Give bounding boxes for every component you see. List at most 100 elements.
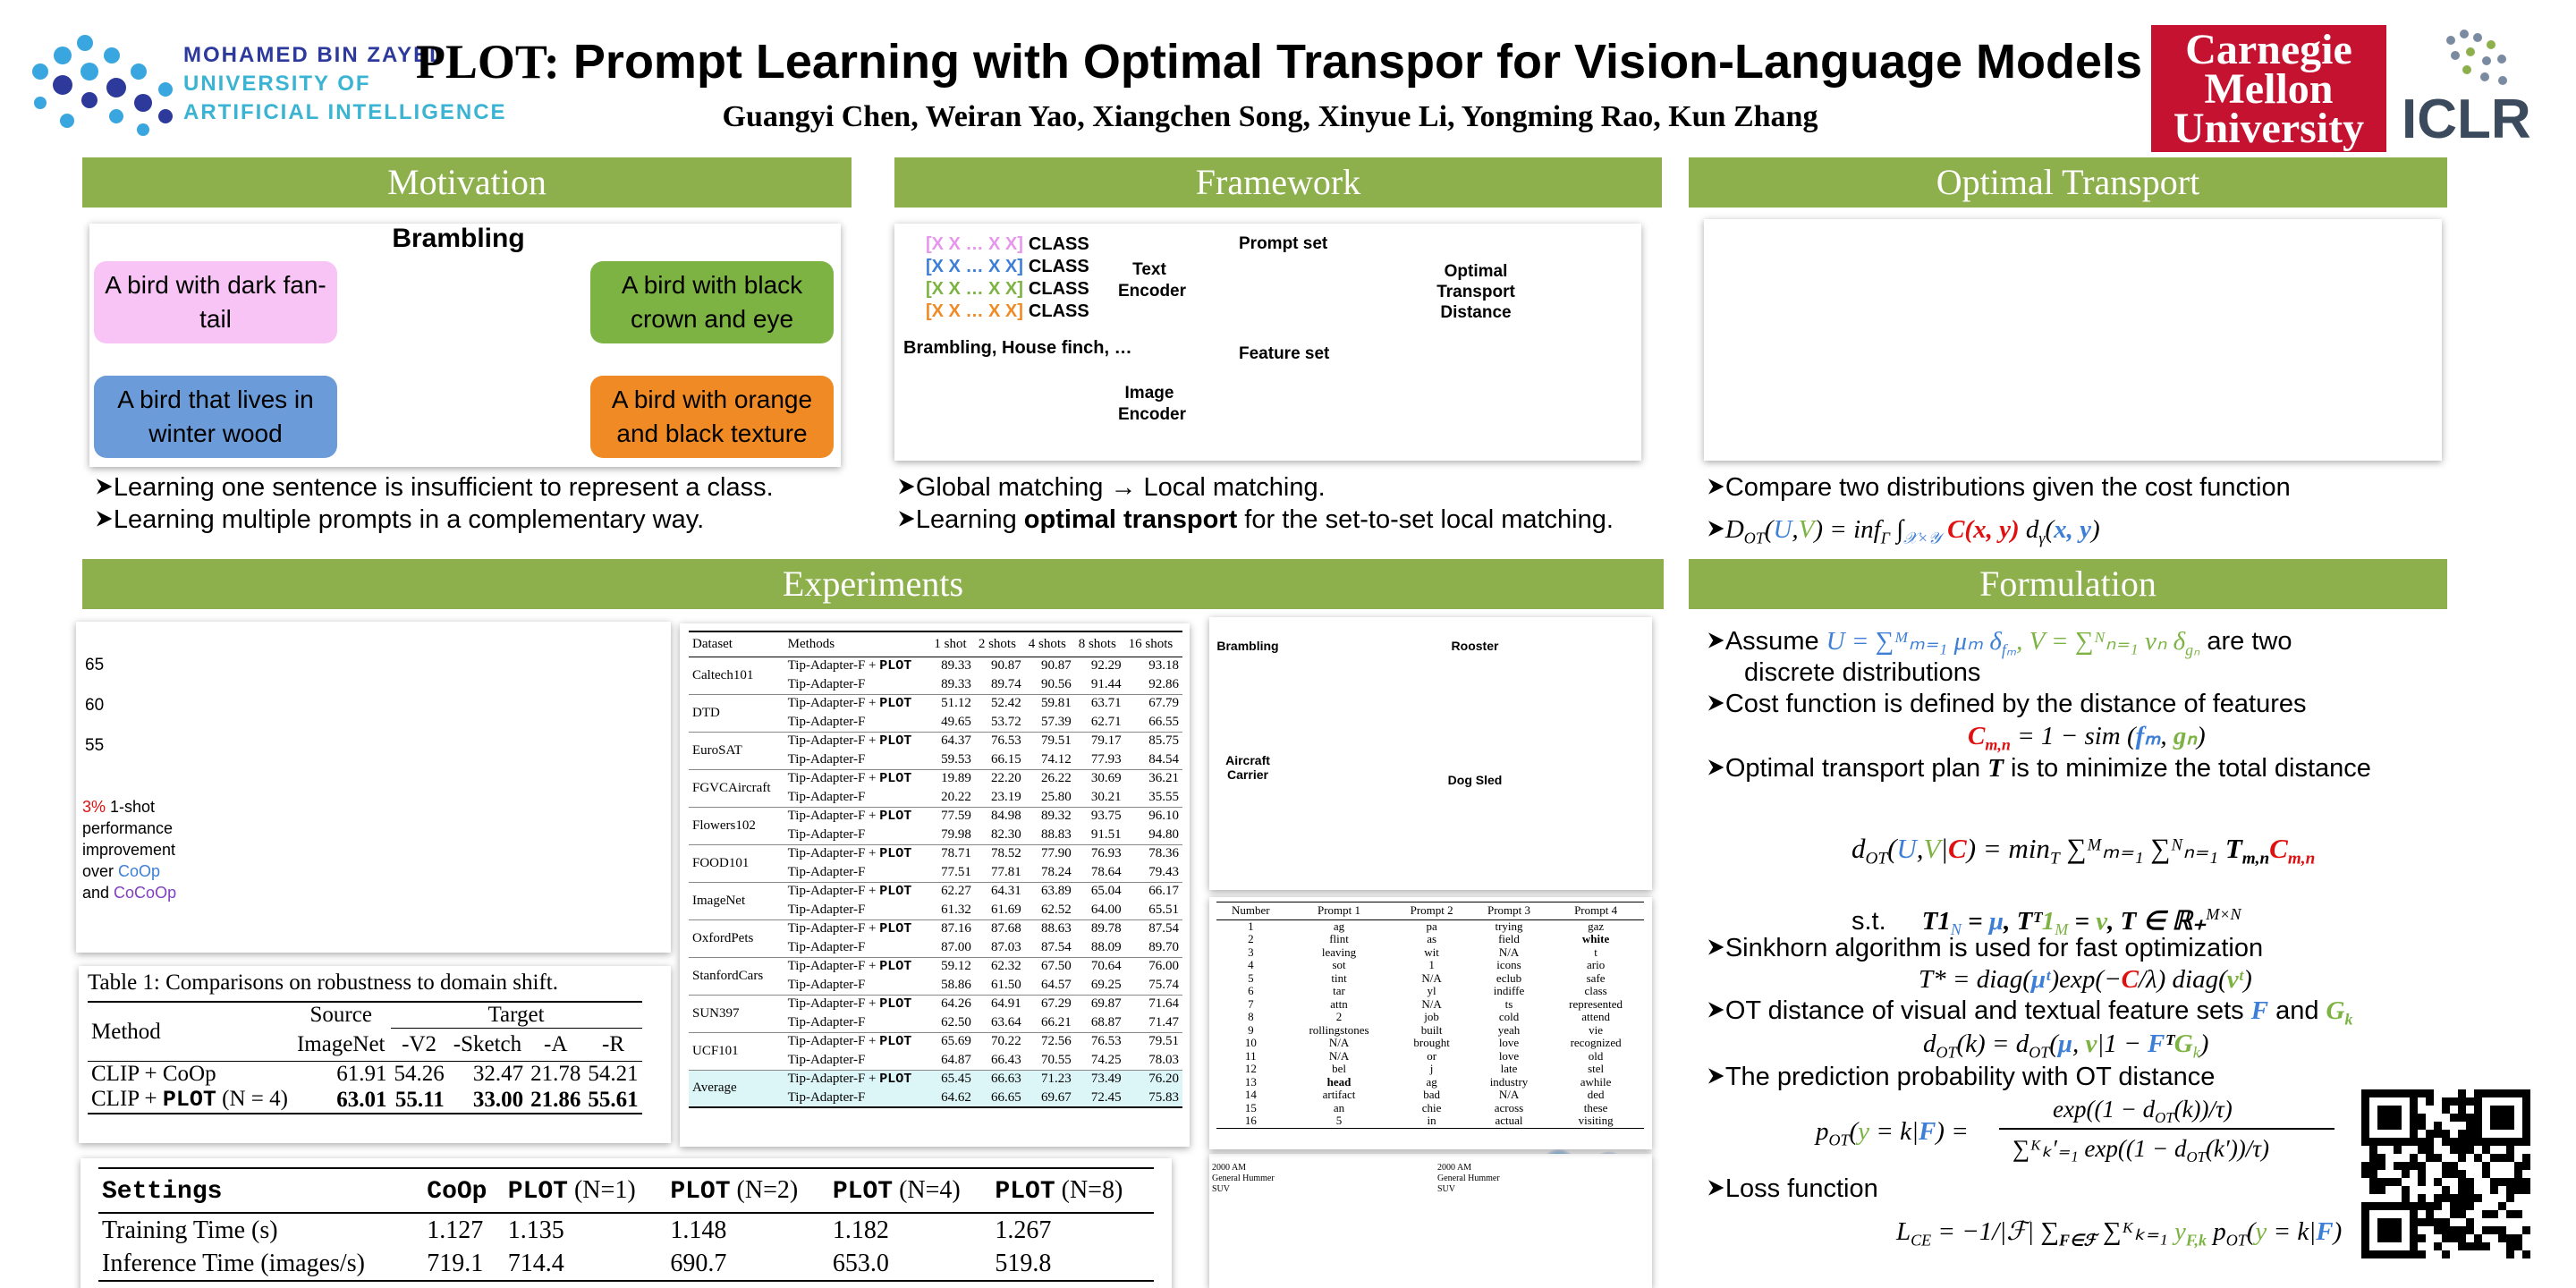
text-part: Tip-Adapter-F [787, 789, 866, 804]
text-part: 𝒳×𝒴 [1903, 529, 1941, 547]
qr-module [2361, 1106, 2369, 1114]
cell: 719.1 [427, 1249, 484, 1277]
prompt-tokens: [X X … X X] [926, 234, 1023, 254]
cell: eclub [1496, 970, 1522, 985]
qr-module [2498, 1114, 2506, 1122]
method: Tip-Adapter-F + PLOT [784, 694, 931, 713]
cell: 66.43 [991, 1052, 1021, 1067]
qr-module [2426, 1210, 2434, 1218]
cell: 88.09 [1090, 939, 1122, 954]
cell: love [1498, 1048, 1520, 1063]
qr-module [2506, 1114, 2514, 1122]
qr-module [2450, 1234, 2458, 1242]
qr-module [2418, 1114, 2426, 1122]
bullet-text: Sinkhorn algorithm is used for fast opti… [1725, 933, 2263, 964]
qr-module [2410, 1089, 2418, 1097]
dataset: Flowers102 [692, 818, 756, 833]
qr-module [2369, 1162, 2377, 1170]
qr-module [2514, 1089, 2522, 1097]
method: Tip-Adapter-F [784, 826, 931, 844]
cell: icons [1496, 958, 1521, 971]
qr-module [2377, 1162, 2385, 1170]
text-part: PLOT [832, 1177, 894, 1206]
qr-module [2482, 1170, 2490, 1178]
text-part: CE [1911, 1231, 1932, 1250]
method: Tip-Adapter-F + PLOT [784, 657, 931, 675]
qr-module [2377, 1106, 2385, 1114]
qr-module [2402, 1186, 2410, 1194]
qr-module [2394, 1226, 2402, 1234]
qr-module [2474, 1130, 2482, 1138]
cell: 66.63 [991, 1072, 1021, 1087]
ot-label: Optimal Transport Distance [1436, 262, 1515, 322]
row: ImageNet Tip-Adapter-F + PLOT 62.27 64.31 63… [689, 882, 1182, 908]
row: 4 sot 1 icons ario [1216, 958, 1644, 972]
text-part: Tip-Adapter-F [787, 939, 866, 954]
cell: 92.86 [1148, 676, 1179, 691]
formula: pOT(y = k|F) = [1816, 1116, 1969, 1156]
text-part: ( [1887, 833, 1897, 864]
cell: 61.32 [941, 902, 971, 917]
qr-module [2522, 1114, 2530, 1122]
cell: 71.64 [1148, 996, 1179, 1012]
qr-module [2466, 1138, 2474, 1146]
text-part: Tip-Adapter-F + [787, 884, 880, 899]
text-part: OT [2186, 1148, 2206, 1165]
qr-module [2434, 1194, 2442, 1202]
th: -R [602, 1032, 624, 1056]
cell: 62.52 [1040, 902, 1072, 917]
row: CLIP + PLOT (N = 4) 63.01 55.11 33.00 21.86 5… [88, 1087, 642, 1114]
qr-module [2426, 1218, 2434, 1226]
qr-module [2522, 1226, 2530, 1234]
qr-module [2522, 1250, 2530, 1258]
cell: 67.50 [1040, 959, 1072, 974]
cmu-text: University [2173, 105, 2365, 152]
qr-module [2361, 1218, 2369, 1226]
cell: ario [1586, 958, 1606, 971]
prompt-box: A bird with black crown and eye [590, 261, 834, 343]
cell: rollingstones [1309, 1022, 1369, 1037]
qr-module [2418, 1234, 2426, 1242]
text-part: , [1792, 515, 1799, 544]
dataset: UCF101 [692, 1043, 739, 1058]
prompt-row: [X X … X X] CLASS [926, 234, 1089, 255]
text-part: PLOT [995, 1177, 1055, 1206]
cell: 92.29 [1090, 658, 1122, 674]
text-part: Assume [1724, 627, 1826, 656]
qr-module [2394, 1114, 2402, 1122]
qr-module [2426, 1202, 2434, 1210]
qr-module [2506, 1154, 2514, 1162]
qr-module [2410, 1242, 2418, 1250]
cell: 58.86 [941, 977, 971, 992]
text-part: are two [2199, 627, 2292, 656]
qr-module [2442, 1186, 2450, 1194]
circle [134, 94, 152, 112]
cell: old [1588, 1048, 1604, 1063]
cell: 70.55 [1040, 1052, 1072, 1067]
qr-module [2418, 1170, 2426, 1178]
text-part: ( [1849, 1117, 1859, 1146]
dataset: SUN397 [692, 1005, 740, 1021]
cell: 54.21 [588, 1062, 639, 1086]
qr-module [2514, 1178, 2522, 1186]
circle [109, 109, 123, 123]
attention-label: Rooster [1451, 639, 1499, 653]
text-part: μᵗ [2030, 965, 2051, 994]
row: SUN397 Tip-Adapter-F + PLOT 64.26 64.91 67.2… [689, 995, 1182, 1021]
th: PLOT (N=2) [666, 1168, 829, 1213]
qr-module [2434, 1226, 2442, 1234]
qr-module [2361, 1130, 2369, 1138]
cell: 79.51 [1148, 1034, 1179, 1049]
text-part: T [2049, 849, 2060, 869]
text-part: gₙ [2185, 640, 2200, 659]
cell: 69.87 [1090, 996, 1122, 1012]
cell: represented [1569, 996, 1623, 1011]
caption: Brambling, House finch, … [903, 338, 1132, 358]
cell: late [1500, 1062, 1518, 1075]
qr-module [2361, 1089, 2369, 1097]
qr-module [2369, 1154, 2377, 1162]
text-part: Sinkhorn algorithm is used for fast opti… [1724, 934, 2264, 962]
text-part: m,n [1985, 735, 2011, 754]
cell: 89.33 [941, 676, 971, 691]
cell: t [1594, 945, 1597, 959]
